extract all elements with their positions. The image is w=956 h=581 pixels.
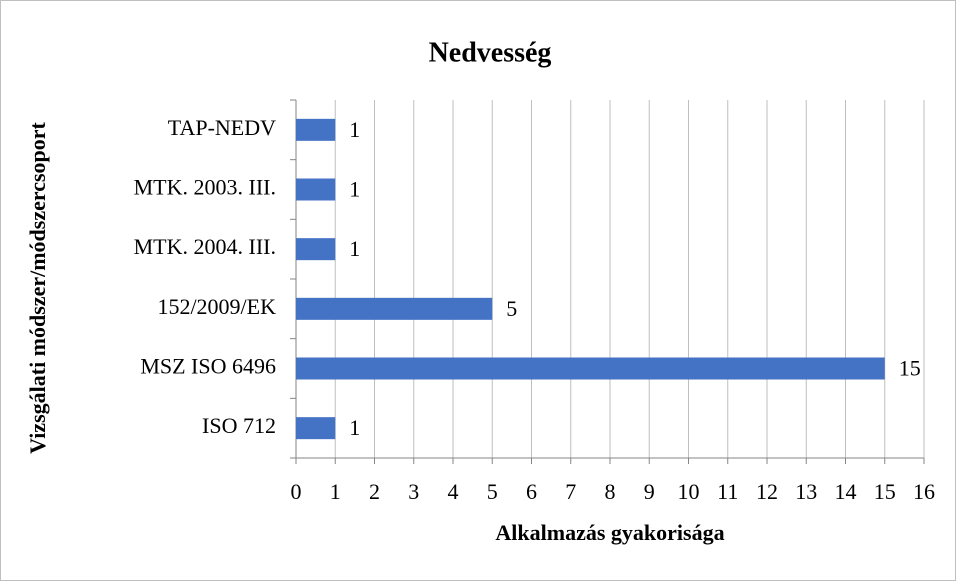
y-axis-label: Vizsgálati módszer/módszercsoport [25, 121, 50, 453]
bar [296, 417, 336, 440]
x-tick-label: 1 [330, 479, 341, 504]
x-tick-label: 3 [408, 479, 419, 504]
x-tick-label: 5 [487, 479, 498, 504]
data-label: 1 [349, 117, 360, 142]
x-tick-label: 12 [756, 479, 778, 504]
y-tick-label: 152/2009/EK [157, 294, 276, 319]
x-tick-label: 13 [795, 479, 817, 504]
bar [296, 357, 885, 380]
chart-title: Nedvesség [429, 37, 552, 68]
bar [296, 238, 336, 261]
x-tick-label: 4 [448, 479, 459, 504]
x-tick-label: 6 [526, 479, 537, 504]
x-tick-label: 2 [369, 479, 380, 504]
y-tick-label: MSZ ISO 6496 [140, 354, 276, 379]
x-tick-label: 7 [565, 479, 576, 504]
x-tick-label: 0 [291, 479, 302, 504]
x-tick-label: 15 [874, 479, 896, 504]
x-tick-label: 8 [605, 479, 616, 504]
data-label: 1 [349, 177, 360, 202]
y-tick-label: MTK. 2003. III. [134, 175, 276, 200]
x-tick-label: 16 [913, 479, 935, 504]
data-label: 15 [899, 356, 921, 381]
bar [296, 118, 336, 141]
data-label: 1 [349, 236, 360, 261]
x-axis-label: Alkalmazás gyakorisága [495, 520, 724, 545]
x-tick-label: 10 [678, 479, 700, 504]
x-tick-label: 9 [644, 479, 655, 504]
data-label: 5 [506, 296, 517, 321]
bar [296, 297, 493, 320]
y-tick-label: TAP-NEDV [168, 115, 276, 140]
y-tick-label: MTK. 2004. III. [134, 234, 276, 259]
x-tick-label: 11 [717, 479, 738, 504]
data-label: 1 [349, 415, 360, 440]
x-tick-label: 14 [835, 479, 857, 504]
bar [296, 178, 336, 201]
y-tick-label: ISO 712 [202, 413, 276, 438]
